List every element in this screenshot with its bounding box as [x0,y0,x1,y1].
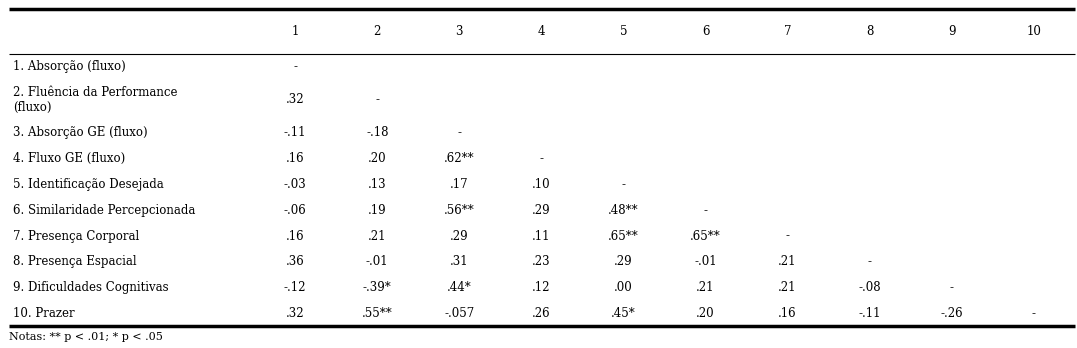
Text: 5. Identificação Desejada: 5. Identificação Desejada [13,178,164,191]
Text: 8: 8 [866,25,873,38]
Text: .00: .00 [614,281,633,294]
Text: 3. Absorção GE (fluxo): 3. Absorção GE (fluxo) [13,126,148,139]
Text: 10. Prazer: 10. Prazer [13,307,74,320]
Text: 1: 1 [292,25,299,38]
Text: -.06: -.06 [284,204,307,217]
Text: -: - [540,152,544,165]
Text: -: - [785,230,789,243]
Text: -.01: -.01 [695,255,717,268]
Text: -.11: -.11 [858,307,881,320]
Text: .62**: .62** [444,152,475,165]
Text: .29: .29 [450,230,468,243]
Text: 5: 5 [619,25,627,38]
Text: -: - [950,281,954,294]
Text: .21: .21 [368,230,387,243]
Text: 6. Similaridade Percepcionada: 6. Similaridade Percepcionada [13,204,195,217]
Text: .26: .26 [532,307,550,320]
Text: 9: 9 [948,25,955,38]
Text: -.11: -.11 [284,126,307,139]
Text: (fluxo): (fluxo) [13,101,52,113]
Text: -.26: -.26 [940,307,963,320]
Text: -: - [621,178,626,191]
Text: 4. Fluxo GE (fluxo): 4. Fluxo GE (fluxo) [13,152,125,165]
Text: -: - [293,60,297,73]
Text: .10: .10 [532,178,550,191]
Text: 7: 7 [784,25,792,38]
Text: .32: .32 [285,93,305,106]
Text: 4: 4 [537,25,545,38]
Text: -.39*: -.39* [363,281,392,294]
Text: .21: .21 [779,281,797,294]
Text: .65**: .65** [609,230,639,243]
Text: 1. Absorção (fluxo): 1. Absorção (fluxo) [13,60,126,73]
Text: -: - [703,204,708,217]
Text: .65**: .65** [690,230,721,243]
Text: -.18: -.18 [366,126,389,139]
Text: -.01: -.01 [366,255,389,268]
Text: -.03: -.03 [284,178,307,191]
Text: .13: .13 [368,178,387,191]
Text: .21: .21 [779,255,797,268]
Text: -: - [868,255,871,268]
Text: 6: 6 [702,25,710,38]
Text: .36: .36 [285,255,305,268]
Text: 7. Presença Corporal: 7. Presença Corporal [13,230,139,243]
Text: .16: .16 [285,230,305,243]
Text: 2. Fluência da Performance: 2. Fluência da Performance [13,86,178,99]
Text: .11: .11 [532,230,550,243]
Text: .16: .16 [285,152,305,165]
Text: .32: .32 [285,307,305,320]
Text: 3: 3 [456,25,463,38]
Text: .21: .21 [697,281,715,294]
Text: .29: .29 [614,255,633,268]
Text: .17: .17 [450,178,468,191]
Text: 9. Dificuldades Cognitivas: 9. Dificuldades Cognitivas [13,281,168,294]
Text: .12: .12 [532,281,550,294]
Text: 2: 2 [374,25,381,38]
Text: -.057: -.057 [444,307,475,320]
Text: .45*: .45* [611,307,635,320]
Text: -: - [458,126,461,139]
Text: Notas: ** p < .01; * p < .05: Notas: ** p < .01; * p < .05 [9,332,163,342]
Text: .19: .19 [368,204,387,217]
Text: .55**: .55** [362,307,393,320]
Text: .44*: .44* [447,281,472,294]
Text: 10: 10 [1026,25,1041,38]
Text: -: - [1032,307,1036,320]
Text: .23: .23 [532,255,550,268]
Text: -.12: -.12 [284,281,307,294]
Text: -: - [375,93,379,106]
Text: .20: .20 [696,307,715,320]
Text: .20: .20 [368,152,387,165]
Text: 8. Presença Espacial: 8. Presença Espacial [13,255,137,268]
Text: .29: .29 [532,204,550,217]
Text: .31: .31 [450,255,468,268]
Text: .16: .16 [779,307,797,320]
Text: -.08: -.08 [858,281,881,294]
Text: .48**: .48** [609,204,639,217]
Text: .56**: .56** [444,204,475,217]
